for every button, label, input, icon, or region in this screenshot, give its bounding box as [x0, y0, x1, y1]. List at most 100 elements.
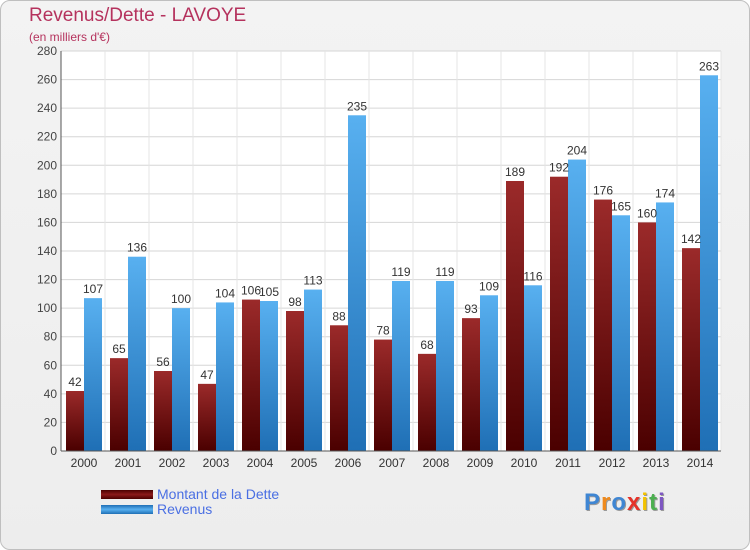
- bar-dette: [154, 371, 172, 451]
- legend-swatch-dette: [101, 490, 153, 499]
- bar-revenus: [84, 298, 102, 451]
- data-label-dette: 189: [505, 165, 525, 179]
- data-label-dette: 65: [112, 342, 126, 356]
- x-tick-label: 2010: [511, 456, 538, 470]
- data-label-revenus: 165: [611, 199, 631, 213]
- logo-letter: o: [611, 489, 628, 516]
- y-tick-label: 140: [37, 244, 57, 258]
- y-tick-label: 100: [37, 301, 57, 315]
- legend-label-dette: Montant de la Dette: [157, 486, 280, 502]
- bar-revenus: [568, 159, 586, 452]
- data-label-dette: 106: [241, 284, 261, 298]
- bar-dette: [198, 383, 216, 451]
- logo-letter: P: [584, 489, 602, 516]
- bar-dette: [638, 222, 656, 451]
- chart-title: Revenus/Dette - LAVOYE: [29, 5, 247, 26]
- bar-dette: [506, 181, 524, 451]
- data-label-revenus: 119: [435, 265, 454, 279]
- x-tick-label: 2014: [687, 456, 714, 470]
- logo-letter: x: [627, 489, 642, 516]
- bar-dette: [286, 311, 304, 451]
- data-label-revenus: 105: [259, 285, 279, 299]
- bar-revenus: [436, 281, 454, 451]
- logo-letter: t: [649, 489, 659, 516]
- x-tick-label: 2009: [467, 456, 494, 470]
- y-tick-label: 240: [37, 101, 57, 115]
- data-label-dette: 176: [593, 184, 613, 198]
- x-tick-label: 2001: [115, 456, 142, 470]
- data-label-dette: 42: [68, 375, 82, 389]
- data-label-dette: 93: [464, 302, 478, 316]
- data-label-dette: 88: [332, 309, 346, 323]
- bar-revenus: [392, 281, 410, 451]
- logo-letter: i: [658, 489, 666, 516]
- y-tick-label: 160: [37, 215, 57, 229]
- data-label-revenus: 119: [391, 265, 410, 279]
- y-tick-label: 200: [37, 158, 57, 172]
- y-tick-label: 220: [37, 130, 57, 144]
- data-label-revenus: 109: [479, 279, 499, 293]
- chart-subtitle: (en milliers d'€): [29, 30, 110, 44]
- data-label-dette: 78: [376, 324, 390, 338]
- bar-revenus: [128, 256, 146, 451]
- data-label-revenus: 100: [171, 292, 191, 306]
- logo-letter: i: [641, 489, 650, 516]
- y-tick-label: 280: [37, 44, 57, 58]
- legend-label-revenus: Revenus: [157, 501, 213, 517]
- data-label-dette: 160: [637, 206, 657, 220]
- x-tick-label: 2002: [159, 456, 186, 470]
- bar-revenus: [612, 215, 630, 451]
- bar-dette: [682, 248, 700, 451]
- bar-dette: [66, 391, 84, 451]
- bar-dette: [418, 353, 436, 451]
- x-tick-label: 2007: [379, 456, 406, 470]
- data-label-dette: 68: [420, 338, 434, 352]
- x-tick-label: 2003: [203, 456, 230, 470]
- y-tick-label: 80: [44, 330, 58, 344]
- bar-dette: [330, 325, 348, 451]
- bar-revenus: [348, 115, 366, 452]
- data-label-revenus: 116: [523, 269, 542, 283]
- data-label-revenus: 204: [567, 144, 587, 158]
- y-tick-label: 0: [50, 444, 57, 458]
- x-tick-label: 2011: [555, 456, 581, 470]
- data-label-dette: 192: [549, 161, 569, 175]
- y-tick-label: 40: [44, 387, 58, 401]
- x-tick-label: 2006: [335, 456, 362, 470]
- data-label-revenus: 174: [655, 186, 675, 200]
- data-label-dette: 98: [288, 295, 302, 309]
- y-tick-label: 180: [37, 187, 57, 201]
- data-label-revenus: 107: [83, 282, 103, 296]
- y-tick-label: 60: [44, 358, 58, 372]
- x-tick-label: 2004: [247, 456, 274, 470]
- data-label-revenus: 136: [127, 241, 147, 255]
- x-tick-label: 2005: [291, 456, 318, 470]
- bar-revenus: [304, 289, 322, 451]
- data-label-revenus: 235: [347, 99, 367, 113]
- bar-dette: [374, 339, 392, 451]
- proxiti-logo: Proxiti: [584, 489, 666, 517]
- bar-revenus: [524, 285, 542, 451]
- x-tick-label: 2008: [423, 456, 450, 470]
- data-label-revenus: 104: [215, 286, 235, 300]
- bar-dette: [110, 358, 128, 451]
- y-tick-label: 120: [37, 273, 57, 287]
- y-tick-label: 20: [44, 415, 58, 429]
- bar-dette: [242, 299, 260, 451]
- data-label-dette: 142: [681, 232, 701, 246]
- bar-revenus: [656, 202, 674, 451]
- bar-revenus: [700, 75, 718, 452]
- x-tick-label: 2012: [599, 456, 626, 470]
- legend-swatch-revenus: [101, 505, 153, 514]
- bar-revenus: [172, 308, 190, 451]
- bar-dette: [594, 199, 612, 451]
- bar-dette: [550, 176, 568, 451]
- x-tick-label: 2013: [643, 456, 670, 470]
- y-tick-label: 260: [37, 73, 57, 87]
- bar-revenus: [260, 301, 278, 451]
- data-label-dette: 56: [156, 355, 170, 369]
- data-label-revenus: 113: [303, 274, 322, 288]
- bar-dette: [462, 318, 480, 451]
